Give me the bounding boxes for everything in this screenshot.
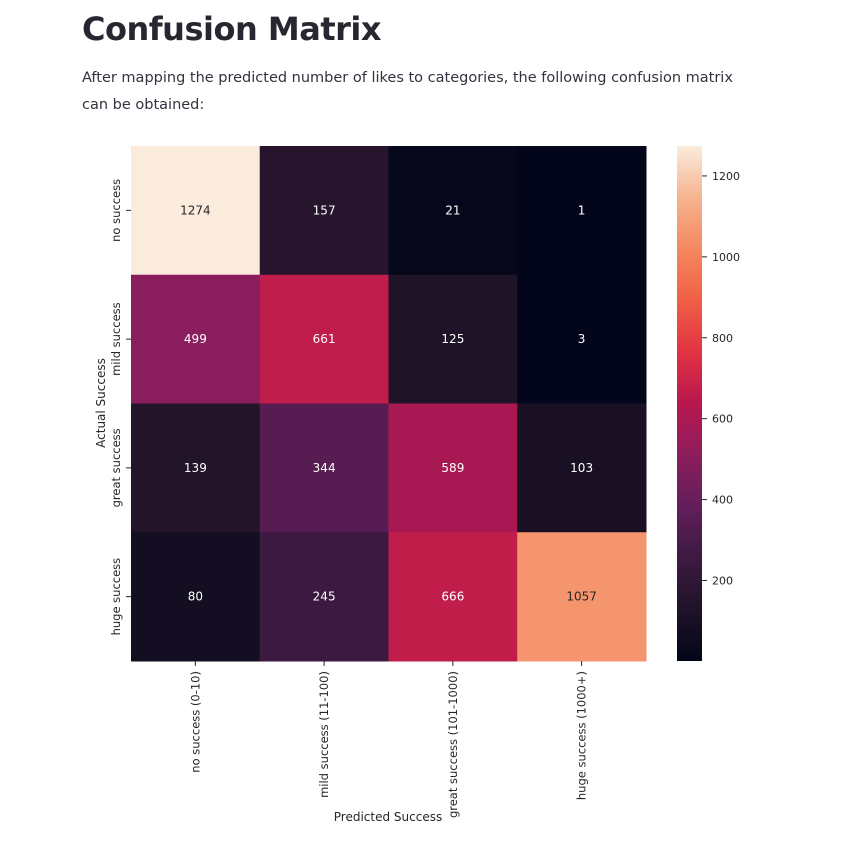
- cell-value-label: 1: [578, 203, 586, 217]
- heatmap-cell: [131, 146, 261, 276]
- heatmap-cell: [259, 274, 389, 404]
- cell-value-label: 661: [313, 332, 336, 346]
- heatmap-cell: [388, 403, 518, 533]
- cell-value-label: 245: [313, 590, 336, 604]
- x-tick-label: mild success (11-100): [317, 671, 331, 798]
- page-title: Confusion Matrix: [82, 10, 382, 48]
- heatmap-cell: [259, 532, 389, 662]
- x-axis-title: Predicted Success: [334, 810, 442, 824]
- y-axis: no success mild success great success huge …: [109, 179, 131, 636]
- heatmap-cell: [131, 403, 261, 533]
- y-axis-title: Actual Success: [94, 358, 108, 448]
- heatmap-cell: [388, 274, 518, 404]
- colorbar-gradient: [677, 146, 702, 661]
- x-tick-label: huge success (1000+): [575, 671, 589, 800]
- heatmap-cell: [517, 274, 647, 404]
- x-axis: no success (0-10) mild success (11-100) gr…: [188, 661, 589, 818]
- cell-value-label: 1274: [180, 203, 211, 217]
- colorbar-tick-label: 200: [712, 574, 733, 587]
- colorbar-tick-label: 1000: [712, 251, 740, 264]
- heatmap-cell: [131, 274, 261, 404]
- cell-value-label: 1057: [566, 590, 597, 604]
- colorbar-tick-label: 800: [712, 332, 733, 345]
- cell-annotations: 1274 157 21 1 499 661 125 3 139 344 589 103 80 245 666…: [180, 203, 597, 603]
- cell-value-label: 157: [313, 203, 336, 217]
- cell-value-label: 3: [578, 332, 586, 346]
- y-tick-label: mild success: [109, 302, 123, 376]
- heatmap-cell: [517, 146, 647, 276]
- y-tick-label: no success: [109, 179, 123, 242]
- heatmap-cell: [517, 532, 647, 662]
- y-tick-label: great success: [109, 428, 123, 507]
- cell-value-label: 21: [445, 203, 460, 217]
- cell-value-label: 666: [441, 590, 464, 604]
- heatmap-cell: [131, 532, 261, 662]
- colorbar-ticks: 200 400 600 800 1000 1200: [702, 170, 740, 587]
- cell-value-label: 80: [188, 590, 203, 604]
- x-tick-label: great success (101-1000): [446, 671, 460, 818]
- cell-value-label: 344: [313, 461, 336, 475]
- colorbar: 200 400 600 800 1000 1200: [677, 146, 740, 661]
- heatmap-cell: [259, 403, 389, 533]
- colorbar-tick-label: 400: [712, 494, 733, 507]
- heatmap-cell: [388, 532, 518, 662]
- heatmap-cell: [388, 146, 518, 276]
- y-tick-label: huge success: [109, 558, 123, 636]
- heatmap-cell: [517, 403, 647, 533]
- cell-value-label: 103: [570, 461, 593, 475]
- intro-paragraph: After mapping the predicted number of li…: [82, 70, 733, 113]
- x-tick-label: no success (0-10): [188, 671, 202, 773]
- cell-value-label: 499: [184, 332, 207, 346]
- cell-value-label: 589: [441, 461, 464, 475]
- heatmap-cell: [259, 146, 389, 276]
- heatmap-cells: [131, 146, 647, 662]
- colorbar-tick-label: 1200: [712, 170, 740, 183]
- colorbar-tick-label: 600: [712, 413, 733, 426]
- cell-value-label: 139: [184, 461, 207, 475]
- cell-value-label: 125: [441, 332, 464, 346]
